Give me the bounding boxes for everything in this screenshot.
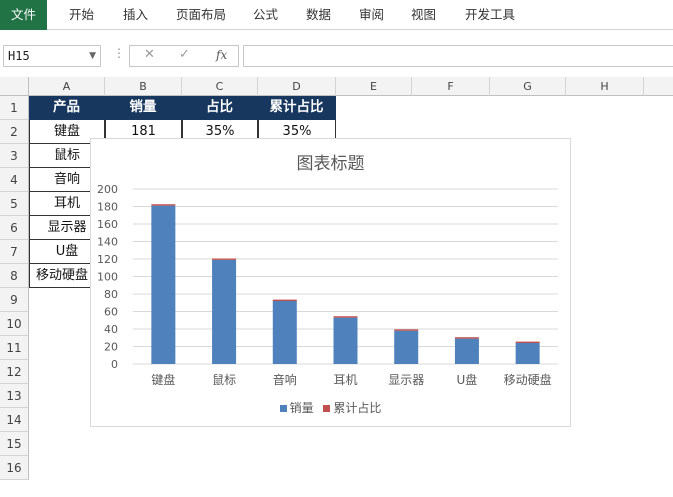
- y-tick-label: 0: [111, 358, 118, 371]
- legend-label-sales: 销量: [289, 401, 314, 415]
- x-tick-label: 移动硬盘: [504, 372, 552, 387]
- tab-home[interactable]: 开始: [69, 7, 95, 22]
- tab-developer[interactable]: 开发工具: [465, 7, 516, 22]
- cell-a2[interactable]: 键盘: [29, 120, 105, 144]
- legend-label-cumulative: 累计占比: [333, 401, 382, 415]
- chevron-down-icon[interactable]: ▼: [89, 51, 96, 61]
- tab-page-layout[interactable]: 页面布局: [176, 7, 227, 22]
- cell-a1[interactable]: 产品: [29, 96, 105, 120]
- bar-sales: [212, 259, 237, 364]
- ribbon: 文件 开始 插入 页面布局 公式 数据 审阅 视图 开发工具: [0, 0, 673, 30]
- row-header-10[interactable]: 10: [0, 312, 29, 336]
- cell-d1[interactable]: 累计占比: [258, 96, 336, 120]
- x-tick-label: 键盘: [151, 372, 175, 387]
- tab-formulas[interactable]: 公式: [253, 7, 279, 22]
- cell-c1[interactable]: 占比: [182, 96, 258, 120]
- bar-sales: [333, 317, 358, 364]
- name-box-value: H15: [8, 49, 30, 63]
- tab-insert[interactable]: 插入: [123, 7, 149, 22]
- bar-cumulative: [272, 299, 297, 301]
- column-header-d[interactable]: D: [258, 77, 336, 96]
- bar-cumulative: [454, 337, 479, 339]
- row-header-14[interactable]: 14: [0, 408, 29, 432]
- bar-cumulative: [151, 204, 176, 206]
- y-tick-label: 160: [97, 218, 118, 231]
- y-tick-label: 200: [97, 183, 118, 196]
- row-header-11[interactable]: 11: [0, 336, 29, 360]
- chart-legend[interactable]: 销量 累计占比: [91, 399, 570, 416]
- row-header-15[interactable]: 15: [0, 432, 29, 456]
- legend-swatch-sales: [279, 405, 287, 412]
- column-header-h[interactable]: H: [566, 77, 644, 96]
- row-header-12[interactable]: 12: [0, 360, 29, 384]
- tab-data[interactable]: 数据: [306, 7, 332, 22]
- bar-sales: [151, 205, 176, 364]
- x-tick-label: 显示器: [388, 373, 424, 387]
- legend-item-cumulative: 累计占比: [323, 399, 381, 416]
- column-header-g[interactable]: G: [490, 77, 566, 96]
- row-header-2[interactable]: 2: [0, 120, 29, 144]
- select-all-corner[interactable]: [0, 77, 29, 96]
- row-header-3[interactable]: 3: [0, 144, 29, 168]
- cell-b1[interactable]: 销量: [105, 96, 182, 120]
- bar-cumulative: [394, 329, 419, 331]
- bar-sales: [454, 338, 479, 364]
- column-header-c[interactable]: C: [182, 77, 258, 96]
- legend-item-sales: 销量: [279, 399, 314, 416]
- y-tick-label: 20: [104, 341, 118, 354]
- column-header-e[interactable]: E: [336, 77, 412, 96]
- row-header-5[interactable]: 5: [0, 192, 29, 216]
- formula-bar: H15 ▼ ⋮ ✕ ✓ fx: [0, 30, 673, 76]
- enter-icon[interactable]: ✓: [179, 47, 190, 62]
- name-box[interactable]: H15 ▼: [3, 45, 101, 67]
- row-header-7[interactable]: 7: [0, 240, 29, 264]
- y-tick-label: 180: [97, 201, 118, 214]
- formula-input[interactable]: [243, 45, 673, 67]
- row-header-4[interactable]: 4: [0, 168, 29, 192]
- y-tick-label: 40: [104, 323, 118, 336]
- x-tick-label: U盘: [457, 372, 478, 387]
- bar-cumulative: [515, 341, 540, 343]
- column-header-b[interactable]: B: [105, 77, 182, 96]
- row-header-8[interactable]: 8: [0, 264, 29, 288]
- row-header-1[interactable]: 1: [0, 96, 29, 120]
- tab-file[interactable]: 文件: [0, 0, 48, 30]
- y-tick-label: 60: [104, 306, 118, 319]
- insert-function-icon[interactable]: fx: [216, 48, 228, 62]
- tab-review[interactable]: 审阅: [359, 7, 385, 22]
- x-tick-label: 耳机: [333, 373, 357, 387]
- x-tick-label: 鼠标: [212, 373, 236, 387]
- y-tick-label: 100: [97, 271, 118, 284]
- row-header-16[interactable]: 16: [0, 456, 29, 480]
- worksheet: A B C D E F G H 1 2 3 4 5 6 7 8 9 10 11 …: [0, 77, 673, 497]
- legend-swatch-cumulative: [323, 405, 331, 412]
- chart-plot: 0 20 40 60 80 100 120 140 160 180 200 键盘 鼠标 音响 耳机 显示器 U盘…: [97, 183, 558, 387]
- x-tick-label: 音响: [273, 372, 297, 387]
- y-tick-label: 80: [104, 288, 118, 301]
- row-header-9[interactable]: 9: [0, 288, 29, 312]
- bar-sales: [515, 343, 540, 364]
- column-header-f[interactable]: F: [412, 77, 490, 96]
- bar-sales: [272, 301, 297, 364]
- row-header-6[interactable]: 6: [0, 216, 29, 240]
- y-tick-label: 120: [97, 253, 118, 266]
- chart-title[interactable]: 图表标题: [296, 154, 365, 174]
- bar-cumulative: [212, 258, 237, 260]
- column-header-a[interactable]: A: [29, 77, 105, 96]
- y-tick-label: 140: [97, 236, 118, 249]
- more-options-icon[interactable]: ⋮: [113, 46, 125, 60]
- bar-sales: [394, 330, 419, 364]
- column-header-next[interactable]: [644, 77, 673, 96]
- chart[interactable]: 图表标题 0 20 40 60 80 100 120 140 160 180 200 键盘 鼠标 音响 耳机…: [90, 138, 571, 427]
- bar-cumulative: [333, 316, 358, 318]
- tab-view[interactable]: 视图: [411, 7, 437, 22]
- row-header-13[interactable]: 13: [0, 384, 29, 408]
- cancel-icon[interactable]: ✕: [144, 47, 155, 62]
- formula-buttons: ✕ ✓ fx: [129, 45, 239, 67]
